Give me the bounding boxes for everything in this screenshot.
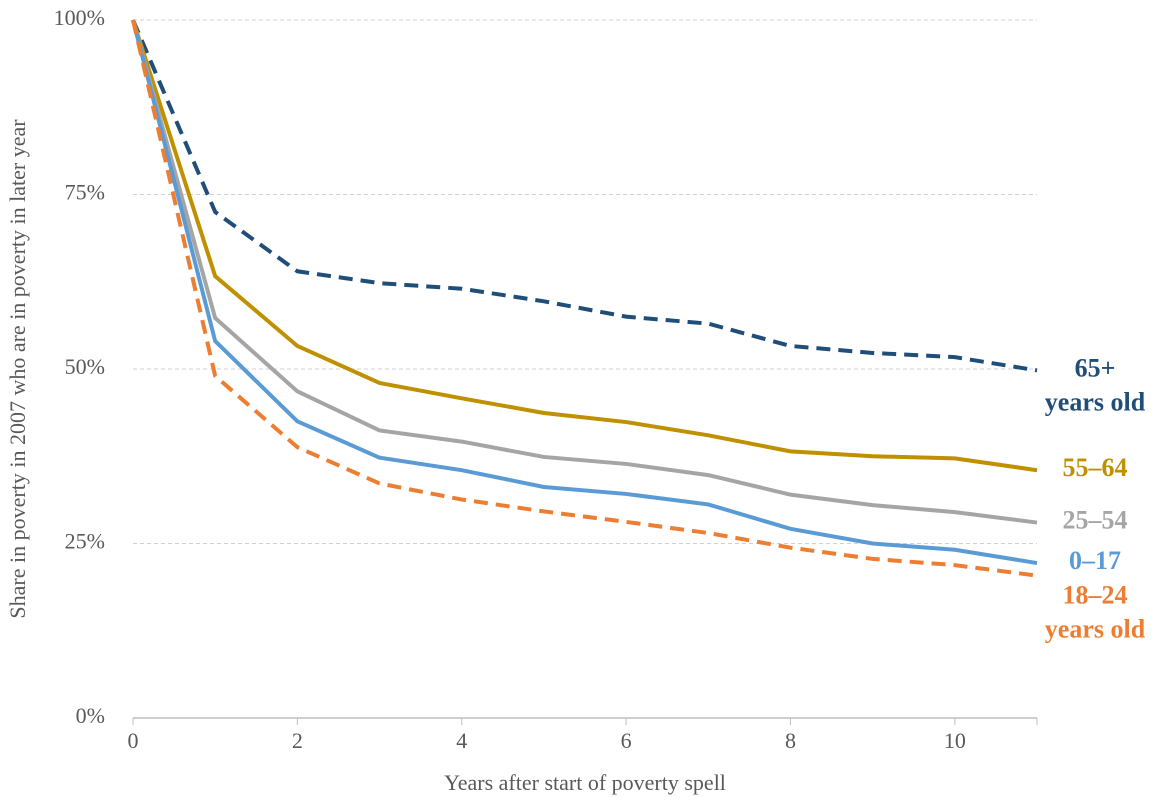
y-axis-title: Share in poverty in 2007 who are in pove… (5, 119, 30, 619)
y-tick-label: 50% (65, 354, 105, 379)
series-line (131, 19, 1038, 373)
y-tick-label: 25% (65, 529, 105, 554)
series-label-note: years old (1045, 615, 1146, 644)
series-label: 18–24 (1063, 581, 1128, 610)
x-axis-title: Years after start of poverty spell (444, 770, 726, 795)
x-tick-label: 2 (292, 728, 303, 753)
series-label: 55–64 (1063, 453, 1128, 482)
x-tick-label: 0 (128, 728, 139, 753)
series-label: 65+ (1075, 353, 1116, 382)
x-tick-label: 4 (456, 728, 467, 753)
y-tick-label: 75% (65, 180, 105, 205)
series-line (131, 19, 1038, 473)
y-tick-label: 0% (76, 703, 105, 728)
x-tick-label: 6 (621, 728, 632, 753)
y-tick-label: 100% (54, 5, 105, 30)
series-label-note: years old (1045, 387, 1146, 416)
x-tick-label: 10 (944, 728, 966, 753)
series-label: 25–54 (1063, 506, 1128, 535)
series-label: 0–17 (1069, 546, 1121, 575)
series-line (131, 19, 1038, 525)
series-line (131, 19, 1038, 566)
x-tick-label: 8 (785, 728, 796, 753)
series-line (131, 19, 1038, 578)
